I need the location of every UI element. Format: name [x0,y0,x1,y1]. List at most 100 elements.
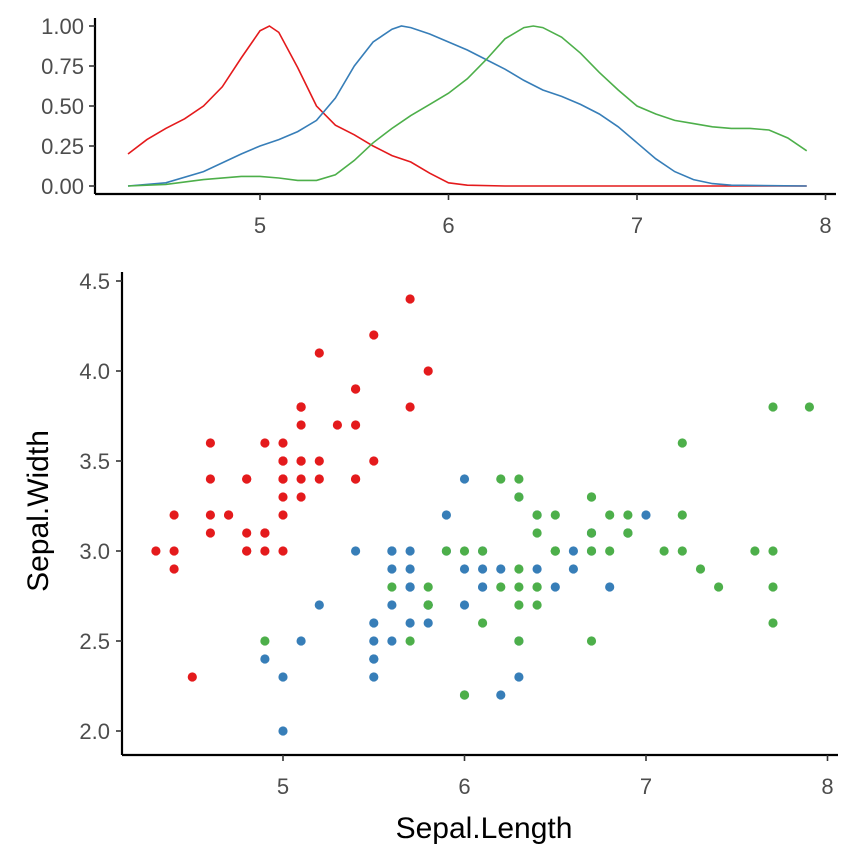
scatter-point-series-1 [332,420,342,430]
scatter-point-series-2 [532,564,542,574]
scatter-point-series-3 [623,510,633,520]
scatter-point-series-1 [205,438,215,448]
scatter-point-series-2 [514,672,524,682]
density-line-1 [127,25,807,187]
scatter-point-series-2 [441,510,451,520]
scatter-point-series-3 [423,582,433,592]
scatter-point-series-3 [659,546,669,556]
scatter-y-tick-label: 3.5 [79,449,110,474]
scatter-y-tick-label: 4.5 [79,269,110,294]
scatter-point-series-1 [169,546,179,556]
scatter-point-series-3 [405,636,415,646]
scatter-point-series-2 [459,474,470,484]
scatter-point-series-1 [205,474,215,484]
scatter-point-series-2 [478,582,488,592]
scatter-point-series-2 [260,654,270,664]
scatter-point-series-3 [768,618,778,628]
scatter-point-series-3 [550,510,560,520]
scatter-point-series-1 [314,456,324,466]
scatter-point-series-3 [532,582,542,592]
scatter-point-series-2 [387,600,397,610]
scatter-point-series-1 [169,510,179,520]
scatter-x-tick-label: 6 [458,774,470,799]
scatter-point-series-3 [496,582,506,592]
scatter-point-series-2 [405,564,415,574]
scatter-point-series-3 [387,582,397,592]
scatter-point-series-2 [369,654,379,664]
scatter-point-series-2 [278,672,288,682]
scatter-point-series-1 [260,528,270,538]
scatter-y-tick-label: 2.0 [79,719,110,744]
density-x-tick-label: 7 [631,213,643,238]
scatter-point-series-3 [586,636,597,646]
scatter-point-series-1 [151,546,161,556]
scatter-point-series-3 [677,546,687,556]
scatter-point-series-2 [369,636,379,646]
scatter-point-series-3 [750,546,760,556]
scatter-point-series-3 [478,546,488,556]
scatter-point-series-1 [278,474,288,484]
scatter-point-series-3 [514,564,524,574]
scatter-point-series-2 [496,564,506,574]
scatter-point-series-1 [278,492,288,502]
scatter-point-series-1 [187,672,197,682]
scatter-point-series-3 [459,690,470,700]
scatter-point-series-2 [296,636,306,646]
scatter-point-series-2 [405,618,415,628]
density-y-tick-label: 1.00 [41,14,84,39]
scatter-point-series-2 [478,564,488,574]
scatter-point-series-2 [423,618,433,628]
scatter-point-series-1 [296,420,306,430]
scatter-point-series-1 [405,402,415,412]
scatter-panel: 2.0 2.5 3.0 3.5 4.0 4.5 5 6 7 8 Sepal.Length Sepal.… [22,269,838,845]
scatter-y-tick-label: 2.5 [79,629,110,654]
scatter-point-series-2 [387,546,397,556]
scatter-point-series-1 [260,546,270,556]
scatter-point-series-2 [387,564,397,574]
scatter-point-series-1 [205,528,215,538]
scatter-point-series-1 [369,330,379,340]
scatter-point-series-1 [169,564,179,574]
scatter-y-tick-label: 4.0 [79,359,110,384]
density-line-2 [127,25,807,187]
scatter-point-series-2 [568,564,579,574]
scatter-point-series-1 [351,474,361,484]
scatter-point-series-3 [695,564,706,574]
scatter-point-series-2 [369,672,379,682]
scatter-x-tick-label: 5 [277,774,289,799]
scatter-point-series-3 [514,582,524,592]
scatter-point-series-1 [423,366,433,376]
density-x-tick-label: 6 [442,213,454,238]
density-y-tick-label: 0.75 [41,54,84,79]
scatter-point-series-3 [496,474,506,484]
scatter-y-axis-title: Sepal.Width [22,430,55,592]
scatter-point-series-2 [405,546,415,556]
scatter-point-series-3 [623,528,633,538]
scatter-point-series-1 [278,510,288,520]
density-line-3 [127,25,808,187]
scatter-point-series-2 [314,600,324,610]
scatter-x-axis-title: Sepal.Length [396,812,573,845]
scatter-point-series-3 [677,438,687,448]
scatter-point-series-2 [387,636,397,646]
scatter-x-tick-label: 8 [821,774,833,799]
scatter-point-series-3 [514,474,524,484]
scatter-point-series-1 [242,546,252,556]
density-x-tick-label: 8 [819,213,831,238]
scatter-point-series-3 [532,600,542,610]
scatter-point-series-1 [278,546,288,556]
scatter-point-series-2 [369,618,379,628]
scatter-point-series-1 [205,510,215,520]
scatter-point-series-3 [260,636,270,646]
density-y-tick-label: 0.25 [41,134,84,159]
scatter-point-series-3 [605,546,615,556]
scatter-point-series-3 [768,546,778,556]
scatter-point-series-1 [242,474,252,484]
scatter-point-series-3 [514,600,524,610]
scatter-point-series-3 [514,636,524,646]
scatter-point-series-1 [351,420,361,430]
scatter-point-series-1 [296,492,306,502]
scatter-point-series-2 [459,600,470,610]
scatter-point-series-3 [532,510,542,520]
